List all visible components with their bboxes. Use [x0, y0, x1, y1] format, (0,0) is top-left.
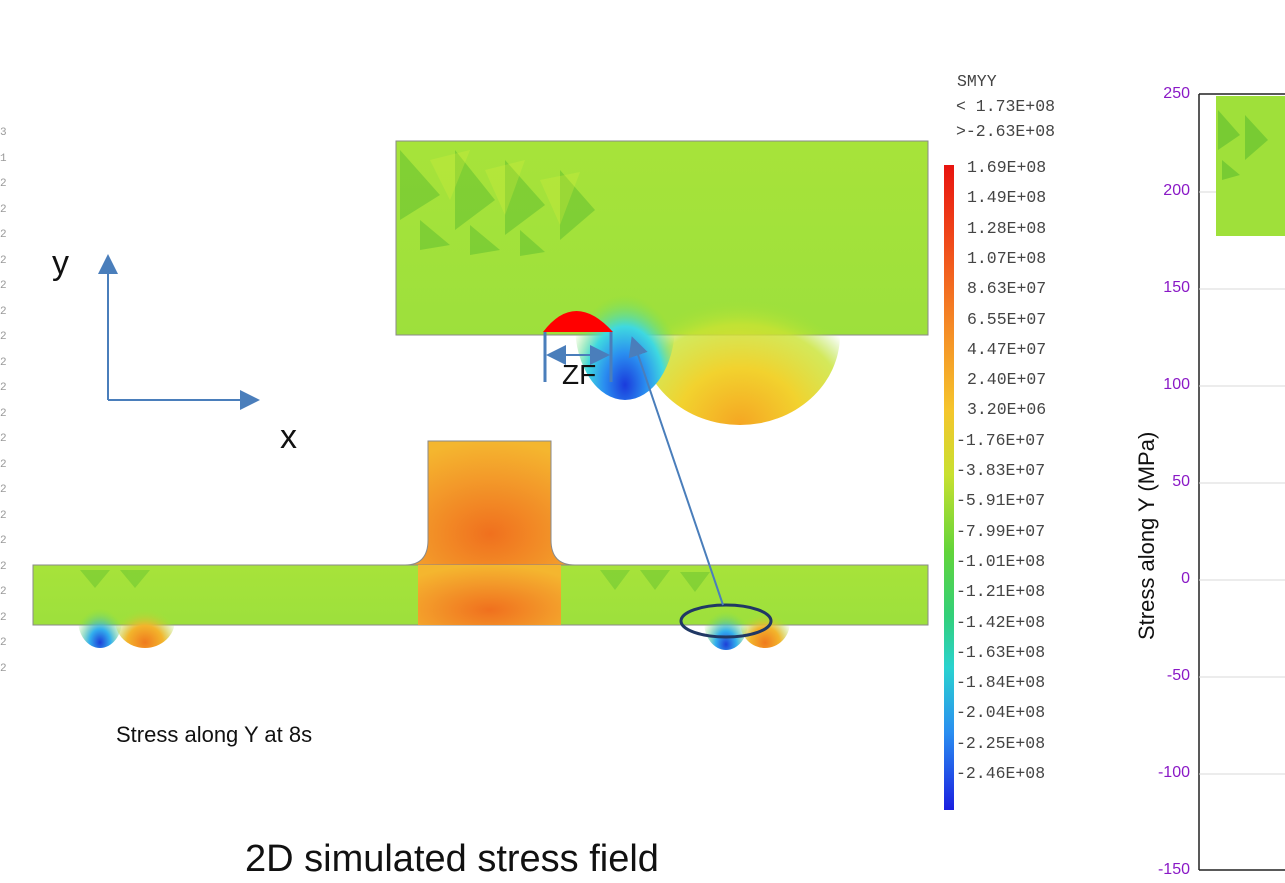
- colorbar-level-label: 1.07E+08: [967, 248, 1047, 268]
- caption-2d-stress-field: 2D simulated stress field: [245, 838, 659, 880]
- margin-mark: 2: [0, 407, 7, 420]
- margin-mark: 2: [0, 535, 7, 547]
- ytick-label: 0: [1181, 570, 1190, 587]
- colorbar-level-label: -5.91E+07: [956, 491, 1046, 511]
- zf-zone: [543, 311, 613, 332]
- colorbar-level-label: -2.46E+08: [956, 764, 1046, 783]
- colorbar-level-label: -1.42E+08: [956, 612, 1046, 632]
- zoom-connector-arrow: [628, 336, 724, 606]
- colorbar-level-label: -2.25E+08: [956, 733, 1046, 753]
- colorbar-level-label: -1.63E+08: [956, 642, 1046, 662]
- margin-mark: 2: [0, 458, 7, 471]
- ytick-label: -150: [1157, 861, 1190, 878]
- ytick-label: 250: [1163, 85, 1190, 102]
- margin-mark: 2: [0, 662, 7, 675]
- margin-mark: 2: [0, 203, 7, 216]
- colorbar-level-label: -7.99E+07: [956, 521, 1046, 541]
- colorbar-level-label: 1.28E+08: [967, 218, 1047, 238]
- colorbar-level-label: -1.84E+08: [956, 673, 1046, 693]
- ytick-label: 100: [1163, 376, 1190, 393]
- margin-mark: 2: [0, 305, 7, 318]
- colorbar-level-label: 1.69E+08: [967, 158, 1047, 177]
- ytick-label: -100: [1157, 764, 1190, 781]
- margin-mark: 2: [0, 356, 7, 369]
- margin-mark: 2: [0, 433, 7, 445]
- margin-mark: 2: [0, 637, 7, 649]
- margin-mark: 2: [0, 178, 7, 190]
- highlight-ellipse: [679, 603, 773, 639]
- ytick-label: 50: [1172, 473, 1190, 490]
- colorbar-level-label: -3.83E+07: [956, 461, 1046, 480]
- x-axis-label: x: [280, 418, 297, 456]
- colorbar-level-label: -1.76E+07: [956, 430, 1046, 450]
- colorbar-level-label: -1.01E+08: [956, 551, 1046, 571]
- right-plot: [1198, 93, 1285, 871]
- ytick-label: 200: [1163, 182, 1190, 199]
- ytick-label: 150: [1163, 279, 1190, 296]
- colorbar-level-label: -1.21E+08: [956, 582, 1046, 602]
- margin-mark: 2: [0, 484, 7, 496]
- margin-mark: 2: [0, 254, 7, 267]
- caption-stress-along-y: Stress along Y at 8s: [116, 722, 313, 747]
- colorbar-title: SMYY: [957, 72, 997, 91]
- margin-mark: 3: [0, 127, 7, 139]
- margin-mark: 2: [0, 586, 7, 598]
- colorbar-level-label: 6.55E+07: [967, 309, 1047, 329]
- margin-mark: 2: [0, 382, 7, 394]
- margin-mark: 2: [0, 611, 7, 624]
- margin-mark: 2: [0, 331, 7, 343]
- margin-mark: 1: [0, 152, 7, 165]
- margin-mark: 2: [0, 280, 7, 292]
- colorbar-min-note: >-2.63E+08: [956, 122, 1056, 141]
- y-axis-label: y: [52, 244, 69, 282]
- colorbar-level-label: 8.63E+07: [967, 279, 1047, 299]
- margin-mark: 2: [0, 229, 7, 241]
- margin-mark: 2: [0, 560, 7, 573]
- colorbar-level-label: -2.04E+08: [956, 703, 1046, 723]
- colorbar: [944, 165, 954, 810]
- colorbar-level-label: 3.20E+06: [967, 400, 1047, 420]
- zf-bracket: [543, 332, 613, 382]
- lower-joint: [32, 440, 929, 650]
- colorbar-level-label: 4.47E+07: [967, 339, 1047, 359]
- zf-label: ZF: [562, 359, 597, 390]
- ytick-label: -50: [1166, 667, 1190, 684]
- colorbar-level-label: 1.49E+08: [967, 188, 1047, 208]
- colorbar-max-note: < 1.73E+08: [956, 97, 1056, 116]
- margin-mark: 2: [0, 509, 7, 522]
- upper-plate: [395, 140, 929, 425]
- right-plot-ylabel: Stress along Y (MPa): [1134, 431, 1159, 640]
- colorbar-level-label: 2.40E+07: [967, 370, 1047, 390]
